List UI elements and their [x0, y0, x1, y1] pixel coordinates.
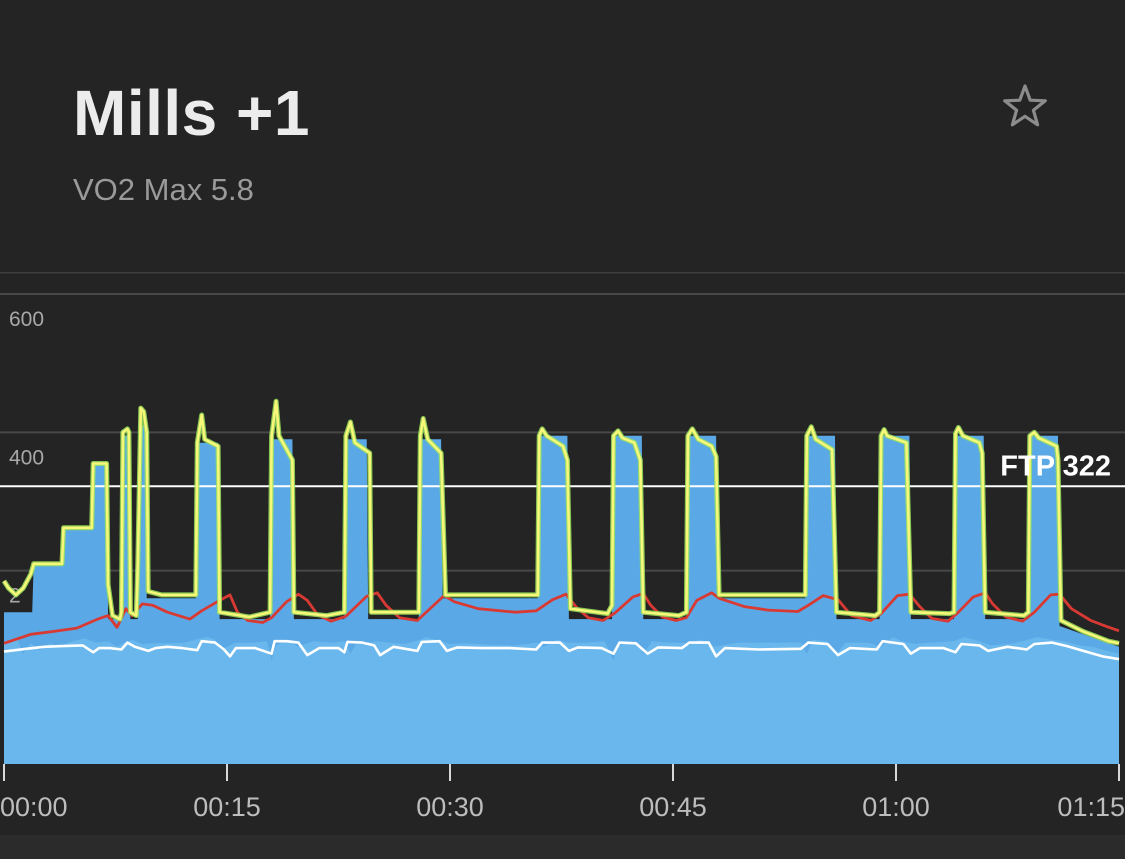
star-icon[interactable] [996, 78, 1054, 136]
workout-subtitle: VO2 Max 5.8 [73, 172, 254, 207]
workout-title: Mills +1 [73, 77, 310, 149]
secondary-area [4, 637, 1119, 764]
x-tick-label-5: 01:15 [1057, 792, 1125, 822]
power-line [2, 399, 1120, 645]
bottom-band [0, 835, 1125, 859]
ftp-label: FTP 322 [1000, 450, 1111, 482]
y-tick-label-0: 600 [9, 308, 44, 331]
x-tick-label-4: 01:00 [862, 792, 930, 822]
x-tick-label-1: 00:15 [193, 792, 261, 822]
x-tick-label-3: 00:45 [639, 792, 707, 822]
x-tick-label-0: 00:00 [0, 792, 68, 822]
x-tick-label-2: 00:30 [416, 792, 484, 822]
cadence-line [3, 639, 1120, 661]
workout-header: Mills +1 VO2 Max 5.8 [0, 0, 1125, 272]
y-tick-label-1: 400 [9, 446, 44, 469]
